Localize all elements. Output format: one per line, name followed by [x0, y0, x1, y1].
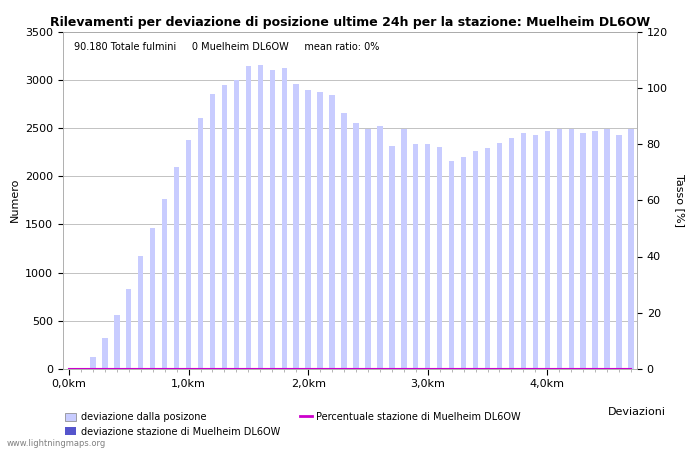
Bar [305, 90, 311, 369]
Bar [545, 131, 550, 369]
Bar [198, 118, 203, 369]
Bar [293, 84, 299, 369]
Bar [449, 161, 454, 369]
Bar [317, 92, 323, 369]
Bar [437, 147, 442, 369]
Legend: deviazione dalla posizone, deviazione stazione di Muelheim DL6OW, Percentuale st: deviazione dalla posizone, deviazione st… [61, 408, 525, 441]
Bar [330, 95, 335, 369]
Title: Rilevamenti per deviazione di posizione ultime 24h per la stazione: Muelheim DL6: Rilevamenti per deviazione di posizione … [50, 16, 650, 29]
Bar [533, 135, 538, 369]
Bar [425, 144, 430, 369]
Text: 90.180 Totale fulmini     0 Muelheim DL6OW     mean ratio: 0%: 90.180 Totale fulmini 0 Muelheim DL6OW m… [74, 42, 380, 52]
Bar [389, 146, 395, 369]
Bar [222, 85, 227, 369]
Bar [258, 65, 263, 369]
Bar [102, 338, 108, 369]
Bar [497, 144, 502, 369]
Bar [365, 129, 370, 369]
Bar [246, 66, 251, 369]
Bar [617, 135, 622, 369]
Bar [174, 166, 179, 369]
Bar [509, 138, 514, 369]
Bar [210, 94, 215, 369]
Bar [473, 151, 478, 369]
Bar [604, 129, 610, 369]
Bar [629, 129, 634, 369]
Bar [114, 315, 120, 369]
Y-axis label: Tasso [%]: Tasso [%] [675, 174, 685, 227]
Bar [485, 148, 490, 369]
Bar [90, 357, 96, 369]
Bar [568, 129, 574, 369]
Bar [592, 131, 598, 369]
Bar [270, 70, 275, 369]
Text: www.lightningmaps.org: www.lightningmaps.org [7, 439, 106, 448]
Bar [138, 256, 144, 369]
Bar [461, 157, 466, 369]
Bar [342, 113, 346, 369]
Bar [413, 144, 419, 369]
Bar [354, 123, 358, 369]
Y-axis label: Numero: Numero [10, 178, 20, 222]
Bar [377, 126, 383, 369]
Bar [580, 133, 586, 369]
Bar [186, 140, 191, 369]
Bar [401, 129, 407, 369]
Text: Deviazioni: Deviazioni [608, 407, 666, 417]
Bar [281, 68, 287, 369]
Bar [521, 133, 526, 369]
Bar [162, 199, 167, 369]
Bar [234, 80, 239, 369]
Bar [150, 228, 155, 369]
Bar [126, 289, 132, 369]
Bar [556, 129, 562, 369]
